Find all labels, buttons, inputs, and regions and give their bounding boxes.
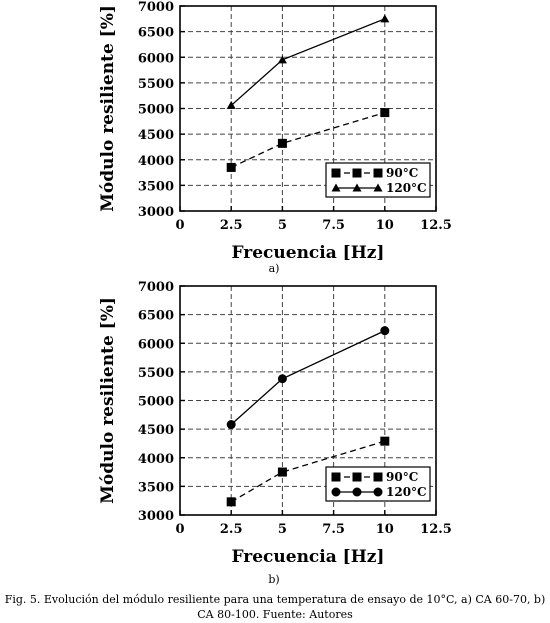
legend-label-1: 90°C bbox=[386, 166, 418, 180]
x-axis-title: Frecuencia [Hz] bbox=[232, 547, 385, 567]
legend-marker-1 bbox=[352, 472, 362, 482]
y-tick-label: 3500 bbox=[138, 179, 174, 194]
y-tick-label: 4000 bbox=[138, 452, 174, 467]
figure: 0 2.5 5 7.5 10 12.5 3000 3500 4000 4500 5000 5500 60… bbox=[98, 0, 452, 586]
y-tick-label: 3500 bbox=[138, 480, 174, 495]
x-tick-label: 10 bbox=[376, 218, 394, 233]
x-tick-label: 10 bbox=[376, 522, 394, 537]
y-tick-label: 5500 bbox=[138, 366, 174, 381]
y-tick-label: 4500 bbox=[138, 128, 174, 143]
y-tick-label: 6000 bbox=[138, 51, 174, 66]
y-axis-title: Módulo resiliente [%] bbox=[98, 297, 118, 504]
panel-label: a) bbox=[269, 262, 280, 275]
data-point-2-1 bbox=[226, 420, 236, 430]
y-tick-label: 3000 bbox=[138, 509, 174, 524]
data-point-2-1 bbox=[226, 100, 236, 109]
y-tick-label: 6000 bbox=[138, 337, 174, 352]
data-point-2-2 bbox=[277, 374, 287, 384]
y-tick-label: 5000 bbox=[138, 395, 174, 410]
y-tick-label: 5000 bbox=[138, 103, 174, 118]
series-line-1 bbox=[230, 111, 385, 169]
y-tick-label: 7000 bbox=[138, 0, 174, 15]
chart-panel-2: 0 2.5 5 7.5 10 12.5 3000 3500 4000 4500 5000 5500 60… bbox=[98, 280, 452, 586]
x-tick-label: 5 bbox=[278, 522, 287, 537]
y-tick-label: 4500 bbox=[138, 423, 174, 438]
y-axis-title: Módulo resiliente [%] bbox=[98, 5, 118, 212]
legend-label-1: 90°C bbox=[386, 470, 418, 484]
x-tick-label: 0 bbox=[175, 522, 184, 537]
y-tick-label: 6500 bbox=[138, 26, 174, 41]
y-tick-label: 7000 bbox=[138, 280, 174, 295]
data-point-1-2 bbox=[277, 138, 287, 148]
y-tick-label: 4000 bbox=[138, 154, 174, 169]
legend-marker-1 bbox=[352, 168, 362, 178]
data-point-2-3 bbox=[380, 14, 390, 23]
legend-marker-1 bbox=[331, 168, 341, 178]
chart-panel-1: 0 2.5 5 7.5 10 12.5 3000 3500 4000 4500 5000 5500 60… bbox=[98, 0, 452, 275]
legend-marker-1 bbox=[373, 168, 383, 178]
figure-caption: Fig. 5. Evolución del módulo resiliente … bbox=[4, 593, 546, 621]
x-tick-label: 12.5 bbox=[420, 522, 452, 537]
series-line-2 bbox=[230, 330, 386, 426]
x-tick-label: 12.5 bbox=[420, 218, 452, 233]
y-tick-label: 3000 bbox=[138, 205, 174, 220]
x-tick-label: 2.5 bbox=[220, 522, 243, 537]
legend-marker-1 bbox=[373, 472, 383, 482]
legend-marker-2 bbox=[331, 487, 341, 497]
x-tick-label: 7.5 bbox=[322, 522, 345, 537]
legend-marker-2 bbox=[352, 487, 362, 497]
data-point-2-3 bbox=[380, 326, 390, 336]
data-point-1-3 bbox=[380, 108, 390, 118]
data-point-1-1 bbox=[226, 497, 236, 507]
data-point-1-3 bbox=[380, 436, 390, 446]
x-tick-label: 5 bbox=[278, 218, 287, 233]
legend-label-2: 120°C bbox=[386, 485, 427, 499]
legend-marker-2 bbox=[373, 487, 383, 497]
legend-label-2: 120°C bbox=[386, 181, 427, 195]
legend-marker-1 bbox=[331, 472, 341, 482]
x-tick-label: 0 bbox=[175, 218, 184, 233]
x-tick-label: 2.5 bbox=[220, 218, 243, 233]
series-line-1 bbox=[230, 440, 385, 503]
data-point-1-1 bbox=[226, 162, 236, 172]
legend-marker-2 bbox=[352, 183, 362, 192]
legend-marker-2 bbox=[373, 183, 383, 192]
x-axis-title: Frecuencia [Hz] bbox=[232, 243, 385, 263]
data-point-2-2 bbox=[277, 55, 287, 64]
y-tick-label: 5500 bbox=[138, 77, 174, 92]
y-tick-label: 6500 bbox=[138, 309, 174, 324]
legend-marker-2 bbox=[331, 183, 341, 192]
data-point-1-2 bbox=[277, 467, 287, 477]
panel-label: b) bbox=[268, 573, 279, 586]
x-tick-label: 7.5 bbox=[322, 218, 345, 233]
